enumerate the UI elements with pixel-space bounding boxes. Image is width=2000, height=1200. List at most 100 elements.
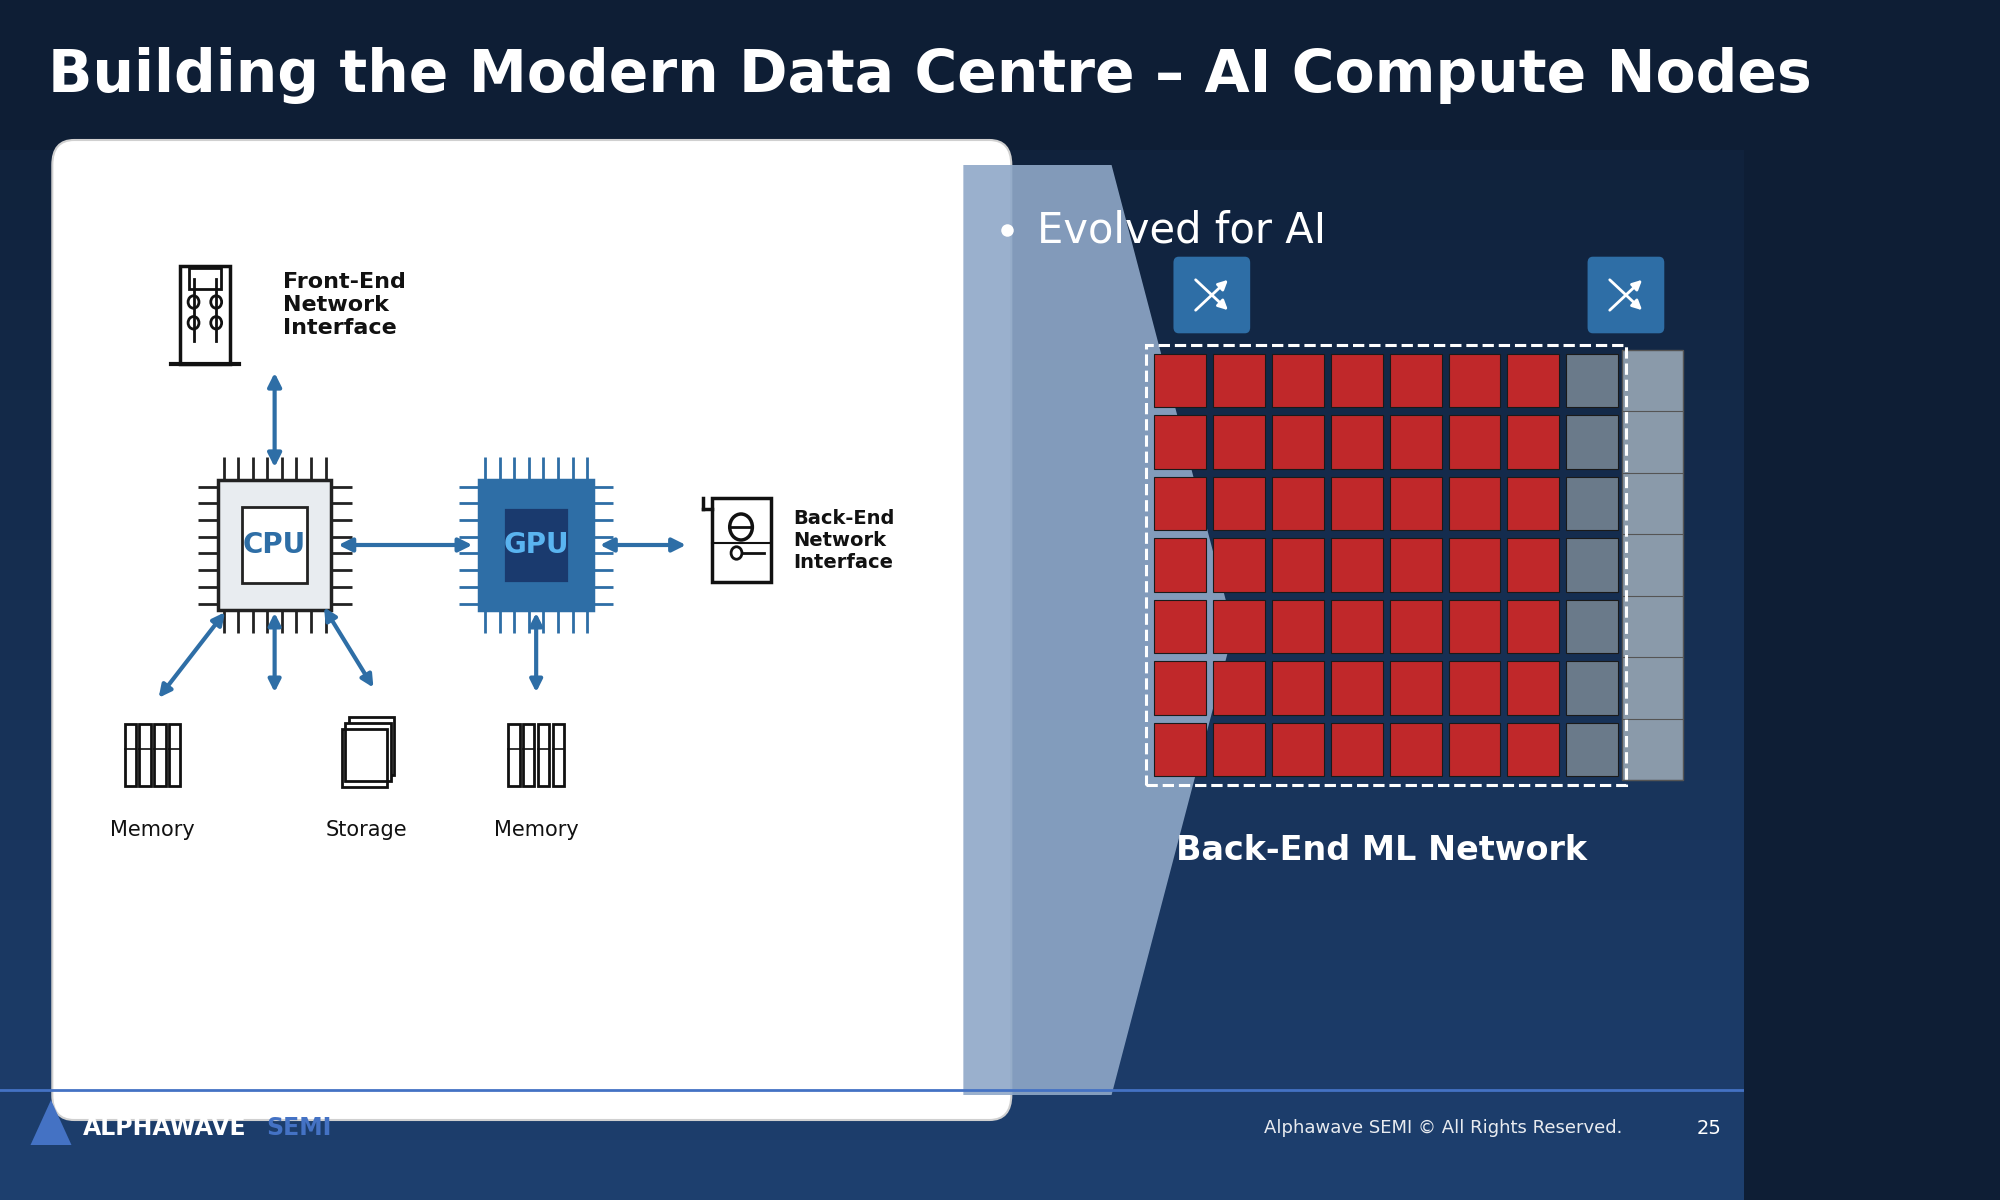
FancyBboxPatch shape xyxy=(52,140,1012,1120)
FancyBboxPatch shape xyxy=(1154,476,1206,530)
FancyBboxPatch shape xyxy=(1272,539,1324,592)
FancyBboxPatch shape xyxy=(0,60,1744,90)
FancyBboxPatch shape xyxy=(1622,350,1682,780)
FancyBboxPatch shape xyxy=(0,1140,1744,1170)
Text: CPU: CPU xyxy=(244,530,306,559)
FancyBboxPatch shape xyxy=(1566,415,1618,469)
FancyBboxPatch shape xyxy=(1566,722,1618,776)
FancyBboxPatch shape xyxy=(0,1110,1744,1140)
FancyBboxPatch shape xyxy=(1566,539,1618,592)
FancyBboxPatch shape xyxy=(1330,600,1382,653)
FancyBboxPatch shape xyxy=(0,90,1744,120)
FancyBboxPatch shape xyxy=(0,840,1744,870)
Text: Storage: Storage xyxy=(326,820,406,840)
FancyBboxPatch shape xyxy=(1566,600,1618,653)
FancyBboxPatch shape xyxy=(0,570,1744,600)
FancyBboxPatch shape xyxy=(0,660,1744,690)
Text: Front-End
Network
Interface: Front-End Network Interface xyxy=(284,272,406,338)
FancyBboxPatch shape xyxy=(1214,539,1264,592)
FancyBboxPatch shape xyxy=(1214,722,1264,776)
FancyBboxPatch shape xyxy=(1214,476,1264,530)
FancyBboxPatch shape xyxy=(0,930,1744,960)
FancyBboxPatch shape xyxy=(1154,600,1206,653)
FancyBboxPatch shape xyxy=(0,390,1744,420)
Text: ALPHAWAVE: ALPHAWAVE xyxy=(82,1116,246,1140)
FancyBboxPatch shape xyxy=(0,690,1744,720)
Text: Memory: Memory xyxy=(494,820,578,840)
FancyBboxPatch shape xyxy=(1214,661,1264,714)
FancyBboxPatch shape xyxy=(242,508,308,583)
FancyBboxPatch shape xyxy=(1330,661,1382,714)
FancyBboxPatch shape xyxy=(480,480,592,610)
Polygon shape xyxy=(30,1100,72,1145)
FancyBboxPatch shape xyxy=(0,1020,1744,1050)
FancyBboxPatch shape xyxy=(1508,354,1560,408)
FancyBboxPatch shape xyxy=(0,180,1744,210)
FancyBboxPatch shape xyxy=(1588,257,1664,334)
Text: Memory: Memory xyxy=(110,820,194,840)
FancyBboxPatch shape xyxy=(1214,354,1264,408)
FancyBboxPatch shape xyxy=(0,870,1744,900)
FancyBboxPatch shape xyxy=(1390,722,1442,776)
FancyBboxPatch shape xyxy=(0,30,1744,60)
FancyBboxPatch shape xyxy=(0,450,1744,480)
FancyBboxPatch shape xyxy=(1214,415,1264,469)
Text: GPU: GPU xyxy=(504,530,568,559)
FancyBboxPatch shape xyxy=(0,990,1744,1020)
FancyBboxPatch shape xyxy=(1390,539,1442,592)
FancyBboxPatch shape xyxy=(1390,661,1442,714)
FancyBboxPatch shape xyxy=(1330,354,1382,408)
FancyBboxPatch shape xyxy=(1448,415,1500,469)
FancyBboxPatch shape xyxy=(1566,476,1618,530)
FancyBboxPatch shape xyxy=(0,480,1744,510)
FancyBboxPatch shape xyxy=(1508,661,1560,714)
FancyBboxPatch shape xyxy=(0,630,1744,660)
FancyBboxPatch shape xyxy=(1154,722,1206,776)
FancyBboxPatch shape xyxy=(1330,415,1382,469)
FancyBboxPatch shape xyxy=(1390,476,1442,530)
FancyBboxPatch shape xyxy=(0,780,1744,810)
FancyBboxPatch shape xyxy=(0,540,1744,570)
FancyBboxPatch shape xyxy=(0,1080,1744,1110)
FancyBboxPatch shape xyxy=(0,960,1744,990)
Text: Alphawave SEMI © All Rights Reserved.: Alphawave SEMI © All Rights Reserved. xyxy=(1264,1118,1622,1138)
FancyBboxPatch shape xyxy=(0,0,1744,30)
FancyBboxPatch shape xyxy=(1508,600,1560,653)
FancyBboxPatch shape xyxy=(1390,415,1442,469)
Polygon shape xyxy=(964,164,1234,1094)
Text: Back-End ML Network: Back-End ML Network xyxy=(1176,834,1588,866)
FancyBboxPatch shape xyxy=(1508,539,1560,592)
FancyBboxPatch shape xyxy=(1154,354,1206,408)
FancyBboxPatch shape xyxy=(0,750,1744,780)
FancyBboxPatch shape xyxy=(0,150,1744,180)
FancyBboxPatch shape xyxy=(0,120,1744,150)
FancyBboxPatch shape xyxy=(0,330,1744,360)
FancyBboxPatch shape xyxy=(1272,722,1324,776)
FancyBboxPatch shape xyxy=(1330,476,1382,530)
FancyBboxPatch shape xyxy=(0,420,1744,450)
FancyBboxPatch shape xyxy=(1272,476,1324,530)
FancyBboxPatch shape xyxy=(1154,415,1206,469)
FancyBboxPatch shape xyxy=(0,210,1744,240)
FancyBboxPatch shape xyxy=(0,720,1744,750)
FancyBboxPatch shape xyxy=(504,508,570,583)
FancyBboxPatch shape xyxy=(346,722,390,781)
FancyBboxPatch shape xyxy=(1448,600,1500,653)
FancyBboxPatch shape xyxy=(1508,415,1560,469)
Text: SEMI: SEMI xyxy=(266,1116,332,1140)
FancyBboxPatch shape xyxy=(1566,354,1618,408)
FancyBboxPatch shape xyxy=(1154,539,1206,592)
FancyBboxPatch shape xyxy=(1272,354,1324,408)
FancyBboxPatch shape xyxy=(1272,661,1324,714)
FancyBboxPatch shape xyxy=(0,1050,1744,1080)
FancyBboxPatch shape xyxy=(1154,661,1206,714)
Text: Building the Modern Data Centre – AI Compute Nodes: Building the Modern Data Centre – AI Com… xyxy=(48,47,1812,103)
FancyBboxPatch shape xyxy=(1448,722,1500,776)
FancyBboxPatch shape xyxy=(0,900,1744,930)
FancyBboxPatch shape xyxy=(1330,539,1382,592)
Text: 25: 25 xyxy=(1696,1118,1722,1138)
FancyBboxPatch shape xyxy=(1390,600,1442,653)
FancyBboxPatch shape xyxy=(0,300,1744,330)
FancyBboxPatch shape xyxy=(1214,600,1264,653)
FancyBboxPatch shape xyxy=(348,716,394,775)
